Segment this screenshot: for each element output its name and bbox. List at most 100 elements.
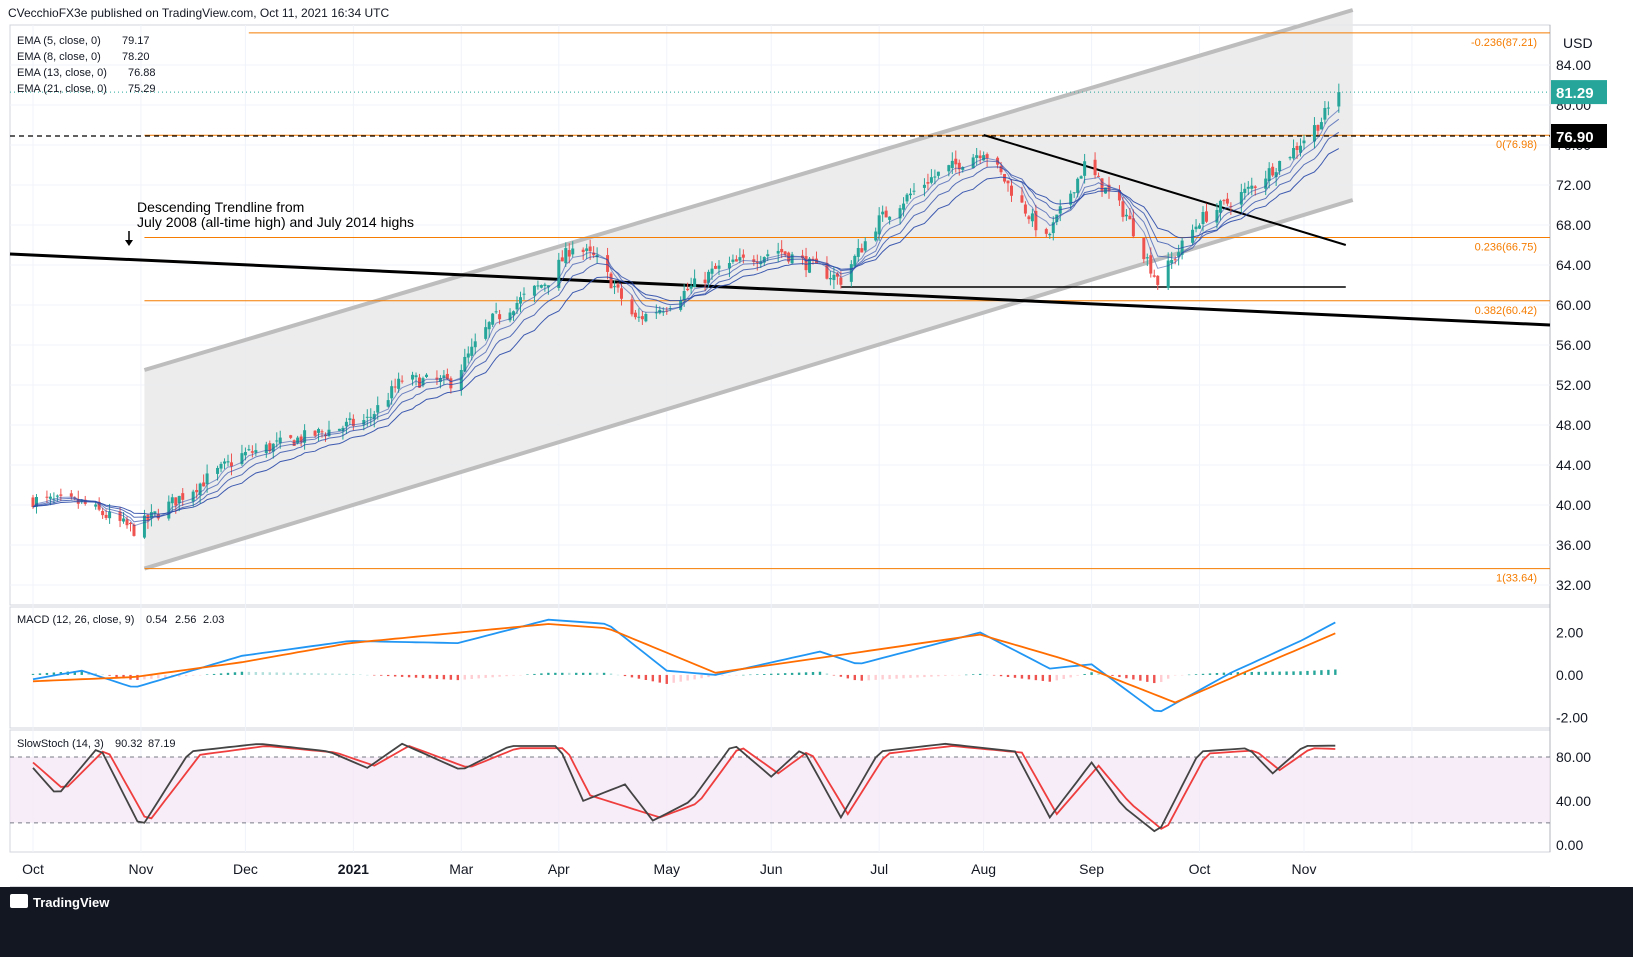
candle[interactable] [435,370,439,385]
candle[interactable] [369,408,373,426]
candle[interactable] [1177,244,1181,266]
candle[interactable] [202,474,206,487]
candle[interactable] [198,482,202,504]
candle[interactable] [348,412,352,426]
candle[interactable] [170,493,174,512]
candle[interactable] [619,283,623,306]
candle[interactable] [466,346,470,364]
candle[interactable] [898,204,902,225]
candle[interactable] [487,320,491,338]
candle[interactable] [463,348,467,373]
candle[interactable] [1288,156,1292,161]
candle[interactable] [863,237,867,253]
candle[interactable] [738,248,742,264]
candle[interactable] [268,440,272,454]
candle[interactable] [532,285,536,303]
candle[interactable] [804,247,808,278]
candle[interactable] [351,414,355,431]
candle[interactable] [289,434,293,440]
candle[interactable] [1337,83,1341,113]
candle[interactable] [181,488,185,506]
candle[interactable] [881,205,885,222]
candle[interactable] [644,312,648,323]
candle[interactable] [522,287,526,300]
candle[interactable] [303,424,307,450]
candle[interactable] [414,372,418,386]
candle[interactable] [1083,153,1087,184]
candle[interactable] [1121,197,1125,222]
candle[interactable] [1267,162,1271,189]
candle[interactable] [1145,253,1149,267]
candle[interactable] [167,495,171,521]
candle[interactable] [1191,224,1195,245]
candle[interactable] [275,432,279,448]
candle[interactable] [1117,185,1121,207]
candle[interactable] [1229,202,1233,215]
candle[interactable] [484,319,488,341]
candle[interactable] [954,150,958,173]
candle[interactable] [393,378,397,393]
candle[interactable] [1278,160,1282,176]
ema-21-line[interactable] [32,148,1340,515]
candle[interactable] [1076,177,1080,198]
candle[interactable] [216,465,220,481]
candle[interactable] [494,302,498,314]
candle[interactable] [1072,192,1076,198]
candle[interactable] [985,152,989,167]
candle[interactable] [344,417,348,434]
candle[interactable] [122,512,126,524]
candle[interactable] [1027,215,1031,224]
candle[interactable] [1326,101,1330,116]
candle[interactable] [975,147,979,166]
candle[interactable] [1048,232,1052,239]
candle[interactable] [1131,209,1135,239]
candle[interactable] [219,461,223,473]
candle[interactable] [926,173,930,191]
candle[interactable] [1006,180,1010,192]
candle[interactable] [254,443,258,456]
candle[interactable] [1250,177,1254,196]
candle[interactable] [1271,163,1275,178]
candle[interactable] [129,521,133,532]
candle[interactable] [936,171,940,179]
candle[interactable] [613,280,617,295]
candle[interactable] [1034,204,1038,237]
candle[interactable] [473,333,477,355]
candle[interactable] [905,192,909,204]
stoch-k-line[interactable] [32,742,1336,833]
candle[interactable] [1194,219,1198,233]
candle[interactable] [637,308,641,322]
candle[interactable] [853,254,857,269]
candle[interactable] [1079,175,1083,179]
candle[interactable] [564,242,568,267]
candle[interactable] [1198,223,1202,230]
candle[interactable] [766,249,770,262]
candle[interactable] [376,396,380,420]
stoch-d-line[interactable] [32,745,1336,830]
candle[interactable] [1069,190,1073,210]
candle[interactable] [508,308,512,323]
candle[interactable] [567,243,571,264]
candle[interactable] [1316,124,1320,136]
candle[interactable] [149,504,153,527]
channel-upper-line[interactable] [143,8,1354,372]
candle[interactable] [856,239,860,262]
candle[interactable] [1218,199,1222,221]
candle[interactable] [1222,199,1226,205]
candle[interactable] [714,263,718,270]
candle[interactable] [609,271,613,289]
candle[interactable] [560,250,564,262]
candle[interactable] [337,428,341,431]
candle[interactable] [400,375,404,384]
candle[interactable] [1107,176,1111,199]
short-term-trendline[interactable] [983,134,1347,246]
candle[interactable] [860,243,864,253]
candle[interactable] [1156,275,1160,291]
candle[interactable] [1030,208,1034,227]
candle[interactable] [776,242,780,263]
candle[interactable] [1093,152,1097,179]
candle[interactable] [142,509,146,539]
candle[interactable] [686,282,690,292]
candle[interactable] [971,153,975,169]
